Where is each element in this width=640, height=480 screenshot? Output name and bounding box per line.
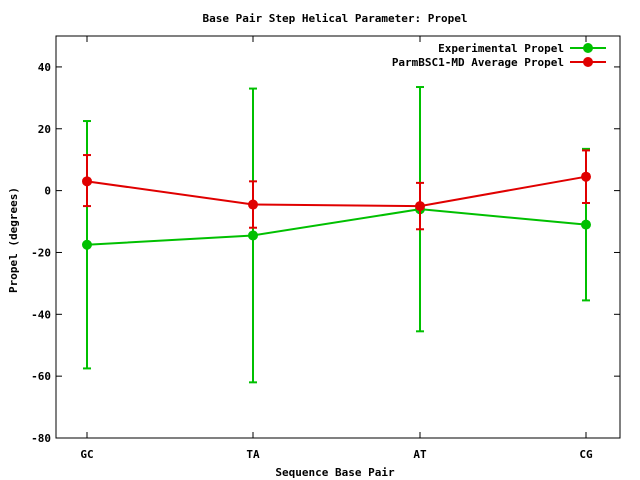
series-1 — [82, 86, 591, 384]
data-point — [82, 239, 92, 250]
chart-title: Base Pair Step Helical Parameter: Propel — [203, 12, 468, 25]
y-tick-label: -60 — [31, 370, 51, 383]
data-point — [82, 176, 92, 187]
x-tick-label: GC — [80, 448, 93, 461]
y-tick-label: -80 — [31, 432, 51, 445]
y-tick-label: 0 — [44, 185, 51, 198]
y-tick-label: 20 — [38, 123, 51, 136]
plot-frame — [55, 35, 621, 439]
y-tick-label: 40 — [38, 61, 51, 74]
legend-label: ParmBSC1-MD Average Propel — [392, 56, 564, 69]
data-point — [248, 199, 258, 210]
legend-item: Experimental Propel — [438, 42, 606, 55]
series-layer — [82, 86, 591, 384]
legend-item: ParmBSC1-MD Average Propel — [392, 56, 606, 69]
series-line — [86, 175, 587, 208]
data-point — [248, 230, 258, 241]
data-point — [581, 171, 591, 182]
x-tick-label: AT — [413, 448, 427, 461]
data-point — [415, 201, 425, 212]
series-2 — [82, 149, 591, 231]
legend-marker — [583, 57, 593, 67]
x-tick-label: TA — [246, 448, 260, 461]
y-tick-label: -40 — [31, 308, 51, 321]
legend-marker — [583, 43, 593, 53]
y-tick-label: -20 — [31, 246, 51, 259]
x-axis-label: Sequence Base Pair — [275, 466, 395, 479]
data-point — [581, 219, 591, 230]
legend-label: Experimental Propel — [438, 42, 564, 55]
x-tick-label: CG — [579, 448, 593, 461]
x-axis: GC TA AT CG — [80, 36, 593, 461]
y-axis: -80 -60 -40 -20 0 20 40 — [31, 61, 620, 445]
series-line — [86, 208, 587, 246]
y-axis-label: Propel (degrees) — [7, 187, 20, 293]
